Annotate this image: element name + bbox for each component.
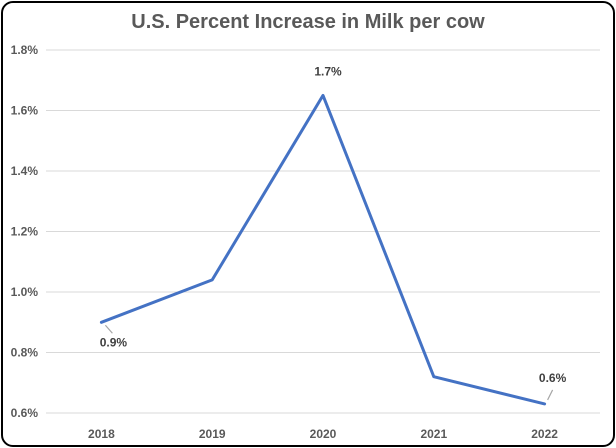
- x-tick-label: 2018: [88, 427, 115, 441]
- x-tick-label: 2020: [310, 427, 337, 441]
- x-tick-label: 2021: [420, 427, 447, 441]
- y-tick-label: 1.2%: [11, 225, 39, 239]
- y-tick-label: 0.6%: [11, 406, 39, 420]
- series-line: [99, 93, 547, 406]
- y-tick-label: 1.4%: [11, 164, 39, 178]
- y-tick-label: 1.6%: [11, 104, 39, 118]
- y-tick-label: 1.8%: [11, 43, 39, 57]
- data-labels: 0.9% 1.7% 0.6%: [100, 64, 567, 401]
- y-axis-ticks: 0.6% 0.8% 1.0% 1.2% 1.4% 1.6% 1.8%: [11, 43, 39, 420]
- data-label: 0.9%: [100, 335, 128, 349]
- data-label-leader: [547, 389, 554, 401]
- chart-title: U.S. Percent Increase in Milk per cow: [131, 11, 485, 33]
- data-label: 0.6%: [539, 371, 567, 385]
- y-tick-label: 1.0%: [11, 285, 39, 299]
- grid-lines: [46, 49, 600, 414]
- data-label: 1.7%: [314, 64, 342, 78]
- x-tick-label: 2022: [531, 427, 558, 441]
- x-axis-ticks: 2018 2019 2020 2021 2022: [88, 427, 558, 441]
- y-tick-label: 0.8%: [11, 346, 39, 360]
- data-label-leader: [104, 324, 113, 334]
- x-tick-label: 2019: [199, 427, 226, 441]
- series-line-group: [99, 93, 547, 406]
